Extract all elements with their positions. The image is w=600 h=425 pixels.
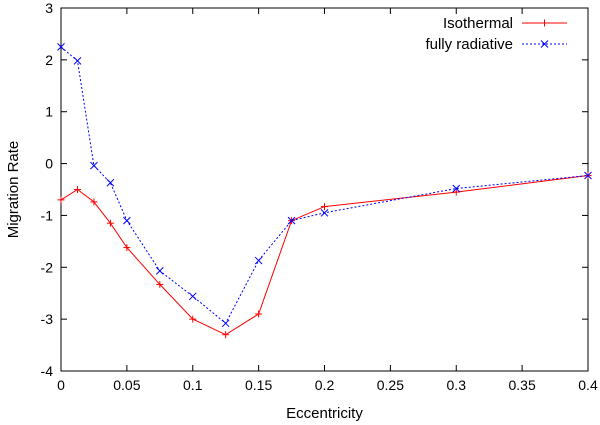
y-tick-label: -3 (41, 311, 54, 327)
data-point (255, 310, 263, 318)
series-layer (57, 43, 592, 339)
legend-label: Isothermal (443, 15, 513, 32)
data-point (57, 43, 65, 51)
data-point (156, 280, 164, 288)
data-point (188, 292, 197, 301)
data-point (321, 203, 328, 211)
x-tick-label: 0.05 (113, 377, 140, 393)
x-tick-label: 0.4 (578, 377, 598, 393)
data-point (584, 171, 592, 180)
data-point (90, 161, 98, 170)
y-axis-label: Migration Rate (5, 141, 22, 239)
y-tick-label: -1 (41, 207, 54, 223)
y-tick-label: -4 (41, 363, 54, 379)
data-point (222, 331, 230, 339)
y-tick-label: 3 (45, 0, 53, 16)
x-tick-label: 0 (57, 377, 65, 393)
data-point (189, 315, 197, 323)
data-point (155, 267, 164, 275)
data-point (452, 188, 460, 196)
y-tick-label: 2 (45, 52, 53, 68)
legend-marker (540, 40, 549, 48)
legend-label: fully radiative (425, 36, 513, 53)
data-point (254, 256, 263, 265)
data-point (452, 184, 461, 193)
x-tick-label: 0.25 (377, 377, 404, 393)
data-point (123, 216, 131, 225)
data-point (221, 319, 230, 328)
data-point (106, 219, 114, 227)
y-tick-label: 1 (45, 104, 53, 120)
y-tick-label: -2 (41, 259, 54, 275)
data-point (123, 244, 131, 252)
x-tick-label: 0.15 (245, 377, 272, 393)
data-point (73, 57, 82, 65)
legend: Isothermal fully radiative (425, 15, 567, 53)
x-tick-label: 0.3 (447, 377, 467, 393)
data-point (287, 216, 296, 225)
axis-ticks: 0 0.05 0.1 0.15 0.2 0.25 0.3 0.35 0.4 -4 -3 -2 -1 0 1 2… (41, 0, 598, 393)
x-tick-label: 0.1 (183, 377, 203, 393)
y-tick-label: 0 (45, 156, 53, 172)
series-fully-radiative (57, 43, 592, 328)
data-point (320, 208, 329, 217)
data-point (90, 198, 98, 206)
data-point (57, 196, 65, 204)
x-tick-label: 0.2 (315, 377, 335, 393)
data-point (106, 178, 115, 187)
legend-marker (541, 19, 548, 27)
x-tick-label: 0.35 (509, 377, 536, 393)
data-point (73, 186, 81, 193)
x-axis-label: Eccentricity (286, 405, 363, 422)
